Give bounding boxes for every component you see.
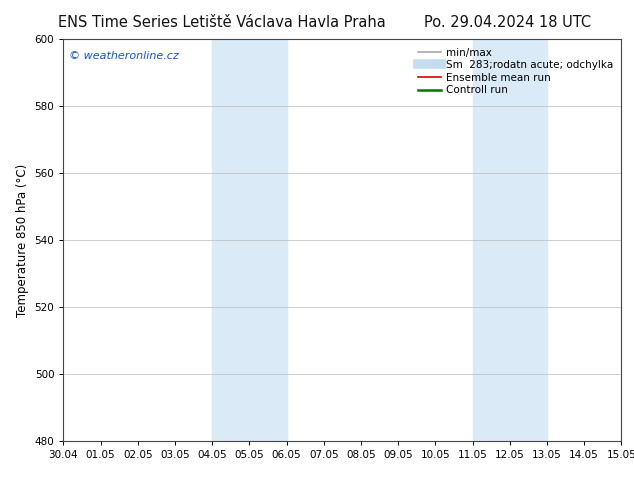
Text: © weatheronline.cz: © weatheronline.cz (69, 51, 179, 61)
Text: ENS Time Series Letiště Václava Havla Praha: ENS Time Series Letiště Václava Havla Pr… (58, 15, 385, 30)
Bar (212, 39, 287, 441)
Legend: min/max, Sm  283;rodatn acute; odchylka, Ensemble mean run, Controll run: min/max, Sm 283;rodatn acute; odchylka, … (413, 44, 617, 99)
Bar (472, 39, 547, 441)
Text: Po. 29.04.2024 18 UTC: Po. 29.04.2024 18 UTC (424, 15, 591, 30)
Y-axis label: Temperature 850 hPa (°C): Temperature 850 hPa (°C) (16, 164, 29, 317)
